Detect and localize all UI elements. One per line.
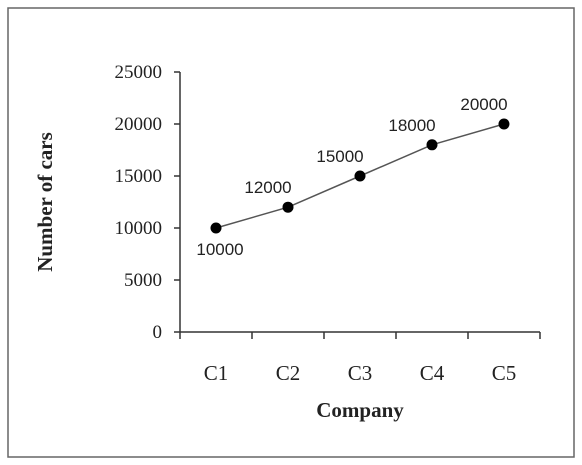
x-tick-label: C4 [420,361,445,385]
y-tick-label: 0 [153,322,163,343]
x-axis-ticks: C1 C2 C3 C4 C5 [179,332,541,385]
x-tick-label: C2 [276,361,301,385]
data-label: 20000 [460,95,507,114]
y-axis-ticks: 0 5000 10000 15000 20000 25000 [115,62,180,343]
x-tick-label: C3 [348,361,373,385]
data-label: 12000 [244,178,291,197]
x-axis-title: Company [316,398,404,422]
chart-frame [7,7,575,458]
data-point [354,170,366,182]
data-point [498,118,510,130]
data-point [210,222,222,234]
y-tick-label: 15000 [115,166,163,187]
data-label: 10000 [196,240,243,259]
data-label: 18000 [388,116,435,135]
data-point [282,201,294,213]
y-tick-label: 10000 [115,218,163,239]
data-label: 15000 [316,147,363,166]
data-labels: 10000 12000 15000 18000 20000 [196,95,507,259]
y-tick-label: 20000 [115,114,163,135]
data-point [426,139,438,151]
x-tick-label: C1 [204,361,229,385]
x-tick-label: C5 [492,361,517,385]
data-points [210,118,510,234]
y-tick-label: 5000 [124,270,162,291]
y-tick-label: 25000 [115,62,163,83]
y-axis-title: Number of cars [33,132,57,272]
